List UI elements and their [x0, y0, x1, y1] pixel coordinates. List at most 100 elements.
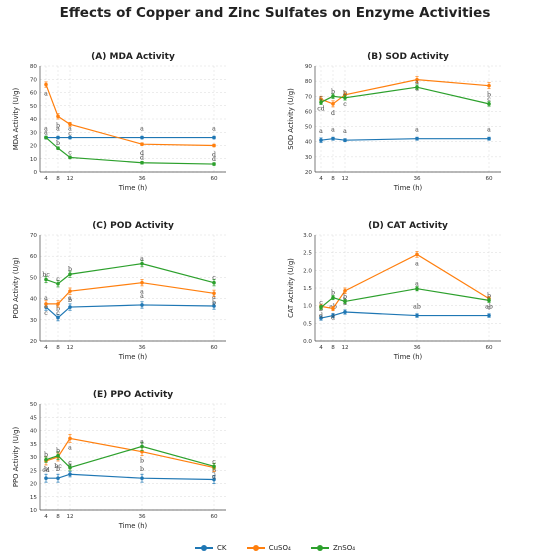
data-point [331, 94, 335, 99]
data-point [331, 313, 335, 318]
data-point [68, 272, 72, 277]
significance-letter: b [331, 88, 335, 95]
data-point [44, 135, 48, 140]
data-point [140, 449, 144, 454]
significance-letter: b [56, 306, 60, 313]
data-point [56, 453, 60, 458]
data-point [487, 102, 491, 106]
significance-letter: c [319, 94, 323, 101]
legend-item-ck: CK [194, 544, 227, 552]
x-tick-label: 12 [66, 345, 73, 351]
significance-letter: d [331, 110, 335, 117]
y-tick-label: 20 [30, 482, 38, 488]
significance-letter: a [487, 127, 491, 134]
data-point [212, 162, 216, 166]
data-point [415, 286, 419, 291]
significance-letter: b [212, 299, 216, 306]
x-tick-label: 4 [44, 345, 48, 351]
y-tick-label: 40 [30, 429, 38, 435]
x-tick-label: 4 [44, 514, 48, 520]
x-tick-label: 36 [413, 176, 421, 182]
data-point [56, 476, 60, 480]
x-tick-label: 36 [138, 514, 146, 520]
legend-swatch-znso4 [311, 545, 330, 551]
significance-letter: bc [54, 463, 62, 470]
data-point [343, 96, 347, 100]
y-axis-label: PPO Activity (U/g) [12, 427, 20, 488]
panel-title: (A) MDA Activity [91, 52, 175, 62]
x-tick-label: 60 [485, 345, 493, 351]
legend-label-znso4: ZnSO₄ [333, 544, 356, 552]
y-tick-label: 1.5 [303, 286, 312, 292]
x-axis-label: Time (h) [393, 353, 423, 361]
y-tick-label: 50 [30, 275, 38, 281]
data-point [319, 138, 323, 142]
y-tick-label: 0 [33, 170, 37, 176]
data-point [68, 135, 72, 140]
y-tick-label: 50 [30, 402, 38, 408]
y-axis-label: POD Activity (U/g) [12, 257, 20, 319]
x-tick-label: 60 [485, 176, 493, 182]
legend-item-znso4: ZnSO₄ [311, 544, 355, 552]
x-tick-label: 12 [66, 176, 73, 182]
legend-swatch-cuso4 [246, 545, 265, 551]
data-point [68, 155, 72, 160]
data-point [319, 305, 323, 310]
y-tick-label: 30 [30, 318, 38, 324]
data-point [68, 465, 72, 470]
data-point [56, 146, 60, 150]
data-point [331, 295, 335, 300]
figure-title: Effects of Copper and Zinc Sulfates on E… [59, 5, 491, 21]
x-tick-label: 60 [210, 345, 218, 351]
y-tick-label: 20 [305, 170, 313, 176]
data-point [212, 477, 216, 482]
x-tick-label: 4 [319, 176, 323, 182]
significance-letter: b [56, 122, 60, 129]
y-tick-label: 10 [30, 157, 38, 163]
data-point [56, 281, 60, 286]
significance-letter: b [68, 297, 72, 304]
data-point [319, 316, 323, 320]
legend-item-cuso4: CuSO₄ [246, 544, 291, 552]
panel-mda-activity: (A) MDA Activity 0 10 20 30 40 50 60 70 80 4 8 12 36 6… [12, 52, 226, 192]
significance-letter: a [212, 294, 216, 301]
x-tick-label: 12 [341, 176, 348, 182]
panel-title: (D) CAT Activity [368, 221, 448, 231]
y-tick-label: 2.5 [303, 251, 312, 257]
significance-letter: a [68, 126, 72, 133]
significance-letter: b [487, 92, 491, 99]
significance-letter: c [487, 96, 491, 103]
y-tick-label: 90 [305, 64, 313, 70]
data-point [140, 476, 144, 480]
data-point [140, 142, 144, 146]
significance-letter: c [487, 305, 491, 312]
significance-letter: cd [42, 467, 49, 474]
y-tick-label: 25 [30, 468, 38, 474]
legend-label-ck: CK [216, 544, 227, 552]
significance-letter: d [331, 314, 335, 321]
data-point [68, 122, 72, 127]
y-tick-label: 50 [30, 104, 38, 110]
y-tick-label: 3.0 [303, 233, 312, 239]
data-point [68, 289, 72, 293]
x-tick-label: 4 [44, 176, 48, 182]
data-point [56, 302, 60, 306]
significance-letter: a [44, 126, 48, 133]
significance-letter: a [68, 295, 72, 302]
significance-letter: b [56, 448, 60, 455]
panel-pod-activity: (C) POD Activity 20 30 40 50 60 70 4 8 12 36 60 Time… [12, 221, 226, 361]
panel-title: (E) PPO Activity [93, 390, 173, 400]
y-tick-label: 70 [30, 233, 38, 239]
significance-letter: a [212, 126, 216, 133]
panel-cat-activity: (D) CAT Activity 0.0 0.5 1.0 1.5 2.0 2.5 3.0 4 8 1… [287, 221, 501, 361]
significance-letter: c [68, 149, 72, 156]
data-point [415, 313, 419, 318]
significance-letter: a [140, 438, 144, 445]
significance-letter: d [319, 312, 323, 319]
x-tick-label: 4 [319, 345, 323, 351]
data-point [44, 457, 48, 462]
significance-letter: a [415, 281, 419, 288]
y-tick-label: 1.0 [303, 304, 312, 310]
y-tick-label: 80 [305, 79, 313, 85]
x-axis-label: Time (h) [393, 184, 423, 192]
